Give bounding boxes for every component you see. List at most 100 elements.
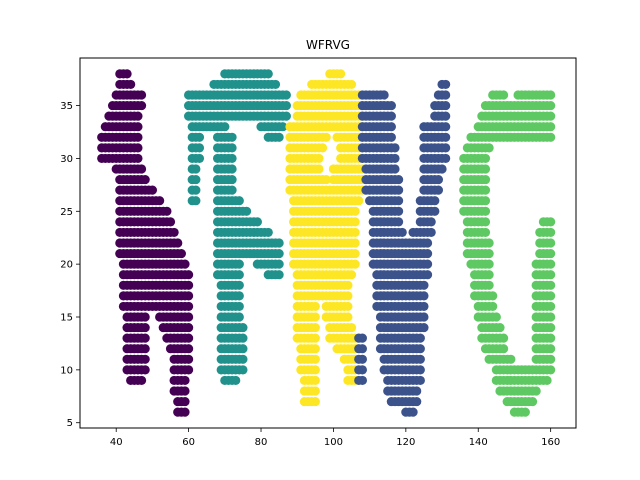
x-tick-label: 80 (255, 437, 268, 448)
point-g (520, 407, 530, 417)
point-v (397, 227, 407, 238)
point-g (546, 132, 556, 142)
point-w (176, 248, 186, 259)
point-f (238, 333, 248, 343)
point-f (227, 164, 237, 174)
point-w (184, 365, 194, 375)
point-r (350, 238, 360, 248)
point-w (140, 312, 150, 322)
point-f (252, 217, 262, 227)
point-w (140, 354, 150, 364)
point-v (419, 291, 429, 301)
point-g (484, 238, 494, 248)
point-v (386, 132, 396, 142)
point-f (227, 132, 237, 142)
point-v (441, 111, 451, 121)
point-g (546, 280, 556, 290)
point-f (274, 270, 284, 280)
point-f (281, 100, 291, 111)
point-v (441, 122, 451, 132)
point-v (419, 301, 429, 312)
point-r (310, 375, 320, 386)
point-v (441, 90, 451, 100)
point-r (350, 206, 360, 216)
point-g (527, 396, 538, 407)
point-w (184, 344, 194, 354)
point-v (394, 217, 404, 227)
point-w (180, 375, 190, 386)
point-g (546, 270, 556, 280)
point-v (394, 174, 404, 185)
point-w (140, 365, 150, 375)
point-g (484, 143, 494, 153)
point-g (488, 291, 498, 301)
point-v (408, 407, 418, 417)
point-v (433, 185, 444, 195)
point-v (441, 100, 451, 111)
point-f (227, 174, 237, 185)
point-g (498, 333, 509, 343)
point-f (191, 164, 201, 174)
point-r (310, 354, 320, 364)
point-g (498, 90, 509, 100)
scatter-points (97, 69, 556, 417)
point-r (343, 301, 353, 312)
x-tick-label: 40 (110, 437, 123, 448)
x-tick-label: 140 (469, 437, 488, 448)
point-g (484, 280, 494, 290)
point-r (314, 153, 324, 164)
point-g (484, 270, 494, 280)
point-v (441, 143, 451, 153)
point-g (546, 90, 556, 100)
x-tick-label: 60 (182, 437, 195, 448)
point-f (227, 153, 237, 164)
point-r (310, 312, 320, 322)
point-g (546, 301, 556, 312)
point-v (415, 333, 425, 343)
point-v (441, 132, 451, 142)
x-tick-label: 100 (324, 437, 343, 448)
point-v (415, 365, 425, 375)
point-f (227, 143, 237, 153)
point-w (180, 386, 190, 396)
point-f (238, 354, 248, 364)
point-r (343, 280, 353, 290)
point-v (386, 111, 396, 121)
point-w (184, 312, 194, 322)
point-w (126, 79, 136, 90)
point-v (386, 122, 396, 132)
point-v (419, 322, 429, 333)
point-f (278, 122, 288, 132)
point-w (184, 270, 194, 280)
point-r (350, 259, 360, 269)
point-v (415, 375, 425, 386)
point-r (310, 344, 320, 354)
point-r (346, 270, 357, 280)
point-g (546, 227, 556, 238)
point-w (162, 206, 172, 216)
point-g (484, 248, 494, 259)
point-r (350, 227, 360, 238)
point-v (430, 196, 440, 206)
point-g (495, 322, 505, 333)
point-f (191, 185, 201, 195)
point-w (184, 322, 194, 333)
point-g (480, 217, 491, 227)
point-f (220, 122, 230, 132)
point-r (310, 301, 320, 312)
point-v (422, 270, 433, 280)
point-r (343, 312, 353, 322)
y-tick-label: 5 (67, 418, 73, 429)
point-f (263, 69, 273, 79)
point-v (419, 280, 429, 290)
point-f (238, 322, 248, 333)
point-w (140, 344, 150, 354)
point-w (147, 185, 158, 195)
point-g (546, 217, 556, 227)
point-g (480, 206, 491, 216)
point-g (484, 259, 494, 269)
point-v (357, 365, 367, 375)
point-v (357, 333, 367, 343)
point-g (546, 100, 556, 111)
